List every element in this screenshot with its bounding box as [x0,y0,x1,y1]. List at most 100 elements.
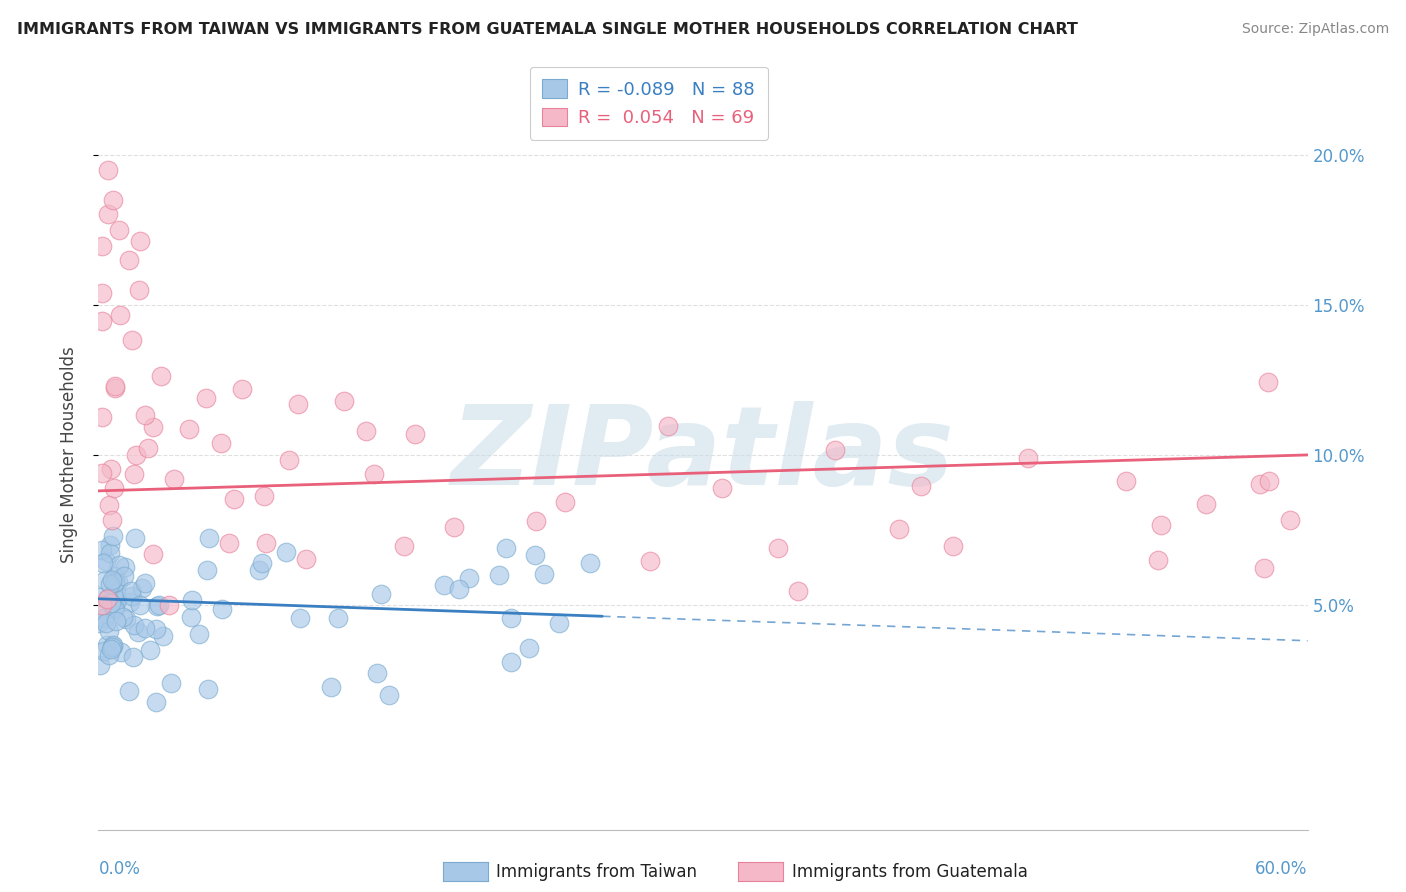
Point [142,419,165,434]
Point [224,492,246,507]
Point [354,424,377,438]
Point [370,587,392,601]
Point [121,649,143,664]
Point [101,640,124,655]
Point [526,514,548,528]
Point [101,193,124,207]
Point [89,616,111,631]
Point [93,611,115,625]
Point [110,645,132,659]
Point [1278,513,1301,527]
Point [197,681,219,696]
Point [319,680,342,694]
Point [1253,560,1275,574]
Point [638,554,661,568]
Point [91,410,114,425]
Point [91,598,114,612]
Point [121,333,143,347]
Point [124,467,146,481]
Point [94,554,117,568]
Point [98,546,121,560]
Point [97,207,120,221]
Point [136,442,159,456]
Point [105,585,128,599]
Point [145,695,167,709]
Point [104,568,127,582]
Point [252,489,274,503]
Point [90,542,112,557]
Y-axis label: Single Mother Households: Single Mother Households [59,347,77,563]
Point [195,391,218,405]
Point [103,638,125,652]
Text: IMMIGRANTS FROM TAIWAN VS IMMIGRANTS FROM GUATEMALA SINGLE MOTHER HOUSEHOLDS COR: IMMIGRANTS FROM TAIWAN VS IMMIGRANTS FRO… [17,22,1078,37]
Point [98,577,121,591]
Point [103,576,125,591]
Point [250,556,273,570]
Point [103,379,125,393]
Point [97,163,120,178]
Point [98,498,121,512]
Point [181,593,204,607]
Point [278,452,301,467]
Point [110,308,132,322]
Point [209,435,232,450]
Point [1258,474,1281,488]
Point [363,467,385,481]
Point [287,397,309,411]
Point [131,582,153,596]
Point [274,545,297,559]
Point [97,648,120,662]
Legend: R = -0.089   N = 88, R =  0.054   N = 69: R = -0.089 N = 88, R = 0.054 N = 69 [530,67,768,140]
Point [89,590,111,604]
Point [495,541,517,555]
Point [1257,376,1279,390]
Point [91,239,114,253]
Point [96,615,118,630]
Point [134,621,156,635]
Point [96,591,118,606]
Point [124,532,146,546]
Point [711,481,734,495]
Point [91,467,114,481]
Point [111,610,134,624]
Text: Source: ZipAtlas.com: Source: ZipAtlas.com [1241,22,1389,37]
Point [378,688,401,702]
Point [103,481,125,495]
Point [101,640,124,654]
Point [152,629,174,643]
Point [104,601,127,615]
Point [404,427,426,442]
Point [100,462,122,476]
Point [98,624,121,639]
Point [128,283,150,297]
Point [195,563,218,577]
Point [766,541,789,555]
Point [786,584,808,599]
Point [488,568,510,582]
Point [145,599,167,614]
Point [107,575,129,590]
Point [326,611,349,625]
Point [1249,477,1271,491]
Point [887,522,910,536]
Point [94,574,117,588]
Point [256,536,278,550]
Point [118,595,141,609]
Point [533,567,555,582]
Point [104,381,127,395]
Point [96,639,118,653]
Point [118,253,141,268]
Point [101,529,124,543]
Point [443,520,465,534]
Point [100,595,122,609]
Point [145,622,167,636]
Point [218,536,240,550]
Point [96,591,118,605]
Point [197,531,219,545]
Point [91,286,114,301]
Point [824,442,846,457]
Point [108,558,131,572]
Point [188,627,211,641]
Point [180,610,202,624]
Point [1147,553,1170,567]
